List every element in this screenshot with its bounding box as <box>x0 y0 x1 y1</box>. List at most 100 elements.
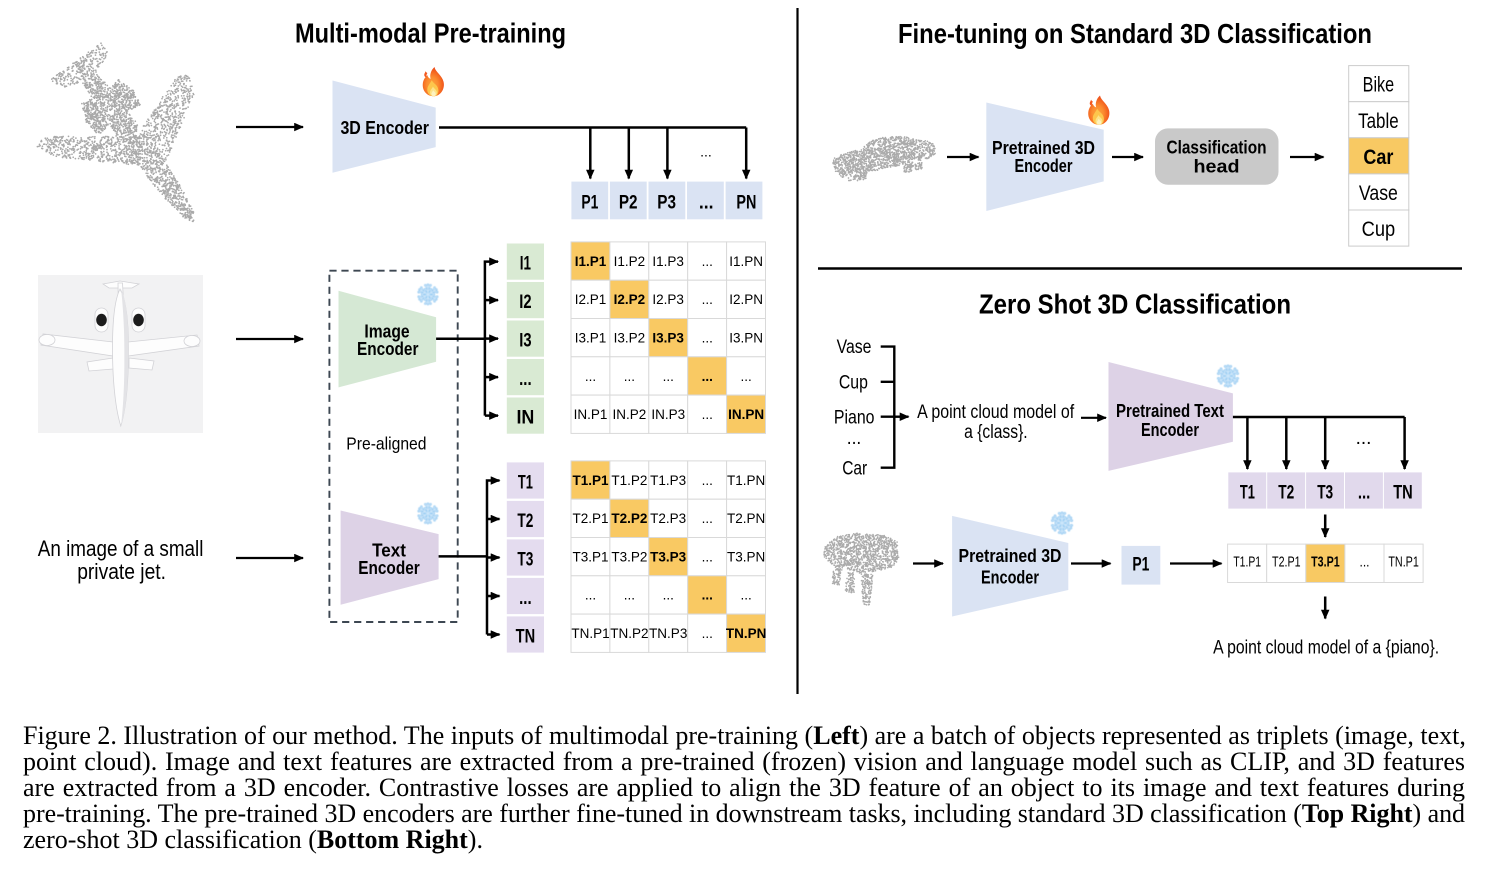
svg-text:...: ... <box>1356 428 1372 449</box>
svg-text:Encoder: Encoder <box>1141 420 1199 440</box>
svg-text:IN.P1: IN.P1 <box>574 407 608 422</box>
svg-text:...: ... <box>702 254 713 269</box>
svg-text:T2.P1: T2.P1 <box>1272 555 1301 571</box>
svg-text:...: ... <box>702 626 713 641</box>
svg-text:...: ... <box>702 330 713 345</box>
svg-text:Vase: Vase <box>1359 182 1398 205</box>
svg-text:I2.P2: I2.P2 <box>614 292 646 307</box>
svg-text:I3.P3: I3.P3 <box>652 330 684 345</box>
svg-text:Cup: Cup <box>1362 218 1396 241</box>
svg-text:...: ... <box>702 588 713 603</box>
svg-text:Bike: Bike <box>1363 74 1395 97</box>
svg-text:T1.P1: T1.P1 <box>572 473 609 488</box>
svg-text:IN.P2: IN.P2 <box>613 407 647 422</box>
svg-text:IN.PN: IN.PN <box>728 407 764 422</box>
svg-text:An image of a small: An image of a small <box>38 536 204 561</box>
svg-text:TN.P1: TN.P1 <box>571 626 609 641</box>
svg-text:T3.P1: T3.P1 <box>572 549 608 564</box>
svg-text:private jet.: private jet. <box>77 559 166 584</box>
svg-text:Encoder: Encoder <box>358 558 420 578</box>
svg-text:TN.P1: TN.P1 <box>1388 555 1419 571</box>
svg-text:Table: Table <box>1358 110 1399 133</box>
svg-text:I1.P1: I1.P1 <box>575 254 607 269</box>
svg-text:Cup: Cup <box>839 372 868 393</box>
svg-text:...: ... <box>702 369 713 384</box>
svg-text:T1.P2: T1.P2 <box>611 473 647 488</box>
svg-text:Encoder: Encoder <box>1015 156 1073 176</box>
svg-text:Text: Text <box>372 541 406 561</box>
svg-text:...: ... <box>624 588 635 603</box>
svg-text:T2.P2: T2.P2 <box>611 511 647 526</box>
svg-text:T2.P3: T2.P3 <box>650 511 686 526</box>
svg-text:I1.P3: I1.P3 <box>652 254 684 269</box>
svg-text:T2.P1: T2.P1 <box>572 511 608 526</box>
svg-text:P1: P1 <box>1132 555 1149 576</box>
svg-text:...: ... <box>740 369 751 384</box>
svg-text:T3: T3 <box>1317 482 1333 503</box>
svg-text:...: ... <box>699 193 714 214</box>
svg-text:TN: TN <box>516 626 536 647</box>
svg-text:I2.P3: I2.P3 <box>652 292 684 307</box>
svg-text:T1: T1 <box>518 472 533 493</box>
svg-text:I3.PN: I3.PN <box>729 330 763 345</box>
svg-text:Car: Car <box>842 458 868 479</box>
svg-text:...: ... <box>1358 482 1371 503</box>
svg-text:Encoder: Encoder <box>357 339 419 359</box>
svg-text:...: ... <box>585 369 596 384</box>
svg-text:Pre-aligned: Pre-aligned <box>346 433 426 453</box>
svg-text:T1.PN: T1.PN <box>727 473 765 488</box>
svg-text:I1.P2: I1.P2 <box>614 254 646 269</box>
svg-text:Vase: Vase <box>837 337 872 358</box>
svg-text:P1: P1 <box>581 193 598 214</box>
svg-text:...: ... <box>702 473 713 488</box>
svg-text:T3: T3 <box>517 549 533 570</box>
svg-text:...: ... <box>519 588 532 609</box>
svg-text:T1.P1: T1.P1 <box>1233 555 1261 571</box>
svg-text:Car: Car <box>1363 146 1393 169</box>
svg-text:...: ... <box>702 292 713 307</box>
svg-text:T3.PN: T3.PN <box>727 549 765 564</box>
svg-text:A point cloud model of a {pian: A point cloud model of a {piano}. <box>1213 638 1439 659</box>
svg-text:I3: I3 <box>519 330 531 351</box>
svg-text:I3.P1: I3.P1 <box>575 330 607 345</box>
svg-text:Pretrained 3D: Pretrained 3D <box>992 138 1095 158</box>
svg-text:...: ... <box>519 369 532 390</box>
svg-text:Encoder: Encoder <box>981 568 1039 588</box>
svg-text:IN.P3: IN.P3 <box>651 407 685 422</box>
svg-text:T2.PN: T2.PN <box>727 511 765 526</box>
svg-text:I1: I1 <box>520 253 531 274</box>
svg-text:...: ... <box>702 407 713 422</box>
svg-text:Image: Image <box>364 321 409 341</box>
svg-text:Piano: Piano <box>834 408 875 429</box>
svg-text:T3.P2: T3.P2 <box>611 549 647 564</box>
svg-text:T3.P1: T3.P1 <box>1311 555 1340 571</box>
svg-text:...: ... <box>663 369 674 384</box>
svg-text:A point cloud model of: A point cloud model of <box>917 402 1075 423</box>
svg-text:TN.P3: TN.P3 <box>649 626 687 641</box>
svg-text:Zero Shot 3D Classification: Zero Shot 3D Classification <box>979 289 1291 320</box>
svg-text:T2: T2 <box>1278 482 1294 503</box>
svg-text:3D Encoder: 3D Encoder <box>340 118 429 138</box>
svg-text:T1: T1 <box>1240 482 1255 503</box>
svg-text:I2.PN: I2.PN <box>729 292 763 307</box>
svg-text:TN.P2: TN.P2 <box>610 626 648 641</box>
svg-text:...: ... <box>700 144 712 160</box>
svg-text:...: ... <box>1360 555 1370 571</box>
svg-text:IN: IN <box>516 407 534 428</box>
svg-text:...: ... <box>847 428 862 449</box>
svg-text:...: ... <box>702 549 713 564</box>
svg-text:P3: P3 <box>657 193 676 214</box>
svg-text:...: ... <box>585 588 596 603</box>
svg-text:Pretrained 3D: Pretrained 3D <box>959 546 1062 566</box>
svg-text:I2: I2 <box>519 292 531 313</box>
svg-text:...: ... <box>740 588 751 603</box>
svg-text:TN: TN <box>1393 482 1413 503</box>
svg-text:...: ... <box>702 511 713 526</box>
svg-text:head: head <box>1194 157 1240 177</box>
svg-text:I1.PN: I1.PN <box>729 254 763 269</box>
svg-text:a {class}.: a {class}. <box>964 422 1028 443</box>
svg-text:Pretrained Text: Pretrained Text <box>1116 401 1224 421</box>
svg-text:T3.P3: T3.P3 <box>650 549 687 564</box>
svg-text:...: ... <box>624 369 635 384</box>
svg-text:...: ... <box>663 588 674 603</box>
